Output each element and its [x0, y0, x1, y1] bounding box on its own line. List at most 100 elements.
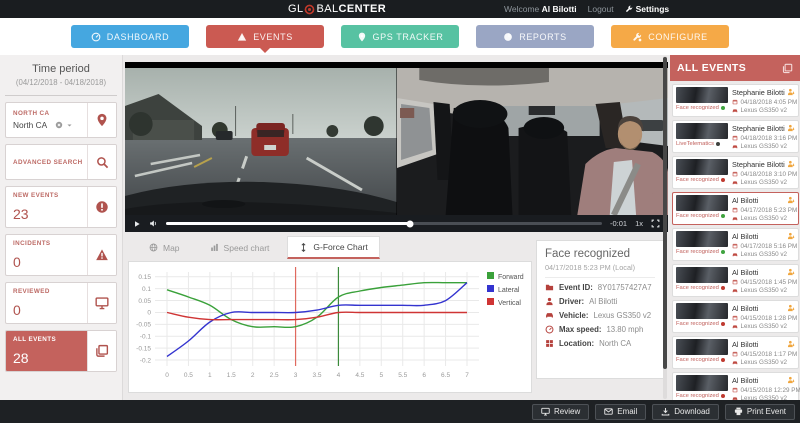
logo-text-bal: BAL	[316, 3, 339, 15]
video-playhead[interactable]	[406, 220, 414, 227]
event-tag-label: Face recognized	[676, 357, 719, 363]
event-status-icon	[720, 178, 725, 182]
nav-dashboard-button[interactable]: DASHBOARD	[71, 25, 189, 48]
event-thumbnail	[676, 303, 728, 319]
user-name: Al Bilotti	[541, 4, 577, 14]
event-list-item[interactable]: Face recognized Al Bilotti 04/17/2018 5:…	[672, 192, 799, 225]
nav-reports-button[interactable]: REPORTS	[476, 25, 594, 48]
advanced-search-button[interactable]	[87, 145, 116, 179]
globe-icon	[149, 243, 158, 252]
time-period-block[interactable]: Time period (04/12/2018 - 04/18/2018)	[5, 60, 117, 96]
tab-gforce-chart[interactable]: G-Force Chart	[287, 236, 380, 259]
fullscreen-button[interactable]	[651, 219, 660, 228]
calendar-icon	[732, 135, 738, 141]
chevron-down-icon[interactable]	[66, 122, 73, 129]
map-pin-icon	[95, 113, 109, 127]
road-camera-view	[125, 68, 397, 215]
video-controls: -0:01 1x	[125, 215, 668, 232]
all-events-card[interactable]: ALL EVENTS 28	[5, 330, 117, 372]
svg-text:-0.2: -0.2	[140, 357, 152, 364]
svg-text:4: 4	[337, 372, 341, 379]
reports-icon	[503, 32, 513, 42]
events-warning-icon	[237, 32, 247, 42]
print-event-button[interactable]: Print Event	[724, 403, 795, 420]
gps-pin-icon	[357, 32, 367, 42]
svg-text:0.5: 0.5	[184, 372, 193, 379]
event-date: 04/18/2018 4:05 PM	[740, 98, 798, 106]
video-progress-bar[interactable]	[166, 220, 602, 227]
review-button[interactable]: Review	[532, 403, 590, 420]
svg-text:Forward: Forward	[498, 274, 524, 281]
event-list-item[interactable]: Face recognized Al Bilotti 04/15/2018 1:…	[672, 264, 799, 297]
svg-text:4.5: 4.5	[355, 372, 364, 379]
calendar-icon	[732, 243, 738, 249]
event-face-download-icon[interactable]	[787, 196, 795, 204]
car-icon	[732, 288, 738, 294]
main-nav: DASHBOARD EVENTS GPS TRACKER REPORTS CON…	[0, 25, 800, 53]
svg-text:Vertical: Vertical	[498, 300, 521, 307]
event-tag-label: Face recognized	[676, 177, 719, 183]
event-list-item[interactable]: Face recognized Al Bilotti 04/17/2018 5:…	[672, 228, 799, 261]
event-list-item[interactable]: Face recognized Stephanie Bilotti 04/18/…	[672, 156, 799, 189]
tab-map[interactable]: Map	[137, 236, 192, 259]
settings-link[interactable]: Settings	[625, 4, 669, 14]
svg-text:0.15: 0.15	[138, 274, 151, 281]
email-button[interactable]: Email	[595, 403, 647, 420]
event-vehicle: Lexus GS350 v2	[740, 251, 788, 258]
car-icon	[732, 360, 738, 366]
svg-text:5: 5	[379, 372, 383, 379]
event-face-download-icon[interactable]	[787, 232, 795, 240]
event-face-download-icon[interactable]	[787, 304, 795, 312]
event-status-icon	[720, 250, 725, 254]
monitor-icon	[95, 296, 109, 310]
nav-gps-tracker-button[interactable]: GPS TRACKER	[341, 25, 459, 48]
calendar-icon	[732, 351, 738, 357]
event-thumbnail	[676, 123, 728, 139]
event-face-download-icon[interactable]	[787, 268, 795, 276]
nav-configure-button[interactable]: CONFIGURE	[611, 25, 729, 48]
event-face-download-icon[interactable]	[787, 376, 795, 384]
event-list-item[interactable]: Face recognized Al Bilotti 04/15/2018 1:…	[672, 300, 799, 333]
car-icon	[732, 180, 738, 186]
tab-speed-chart[interactable]: Speed chart	[198, 236, 282, 259]
event-face-download-icon[interactable]	[787, 124, 795, 132]
nav-events-button[interactable]: EVENTS	[206, 25, 324, 53]
event-tag-label: LiveTelematics	[676, 141, 715, 147]
action-footer: Review Email Download Print Event	[0, 400, 800, 423]
location-value: North CA	[599, 339, 632, 348]
playback-rate[interactable]: 1x	[635, 219, 643, 228]
volume-button[interactable]	[149, 219, 158, 228]
wrench-icon	[625, 5, 633, 13]
event-list-item[interactable]: Face recognized Al Bilotti 04/15/2018 12…	[672, 372, 800, 400]
copy-icon[interactable]	[782, 63, 793, 74]
svg-text:6: 6	[422, 372, 426, 379]
event-thumbnail	[676, 159, 728, 175]
event-face-download-icon[interactable]	[787, 88, 795, 96]
event-list-item[interactable]: Face recognized Stephanie Bilotti 04/18/…	[672, 84, 799, 117]
top-bar: GL BAL CENTER Welcome Al Bilotti Logout Se…	[0, 0, 800, 18]
logo-target-icon	[304, 4, 315, 15]
event-face-download-icon[interactable]	[787, 340, 795, 348]
logout-link[interactable]: Logout	[587, 4, 614, 14]
svg-text:2.5: 2.5	[270, 372, 279, 379]
time-period-title: Time period	[32, 63, 90, 75]
event-vehicle: Lexus GS350 v2	[740, 215, 788, 222]
svg-text:2: 2	[251, 372, 255, 379]
event-driver-name: Stephanie Bilotti	[732, 88, 785, 97]
download-button[interactable]: Download	[652, 403, 719, 420]
region-select[interactable]: North CA	[13, 120, 85, 130]
advanced-search-card[interactable]: ADVANCED SEARCH	[5, 144, 117, 180]
event-list-item[interactable]: LiveTelematics Stephanie Bilotti 04/18/2…	[672, 120, 799, 153]
reviewed-card[interactable]: REVIEWED 0	[5, 282, 117, 324]
clear-selection-icon[interactable]	[55, 121, 63, 129]
event-face-download-icon[interactable]	[787, 160, 795, 168]
incidents-card[interactable]: INCIDENTS 0	[5, 234, 117, 276]
event-status-icon	[720, 214, 725, 218]
events-scrollbar-thumb[interactable]	[663, 57, 667, 369]
event-list-item[interactable]: Face recognized Al Bilotti 04/15/2018 1:…	[672, 336, 799, 369]
event-id-value: 8Y01757427A7	[597, 283, 652, 292]
region-map-pin-button[interactable]	[87, 103, 116, 137]
app-logo: GL BAL CENTER	[288, 0, 386, 18]
new-events-card[interactable]: NEW EVENTS 23	[5, 186, 117, 228]
play-button[interactable]	[133, 220, 141, 228]
